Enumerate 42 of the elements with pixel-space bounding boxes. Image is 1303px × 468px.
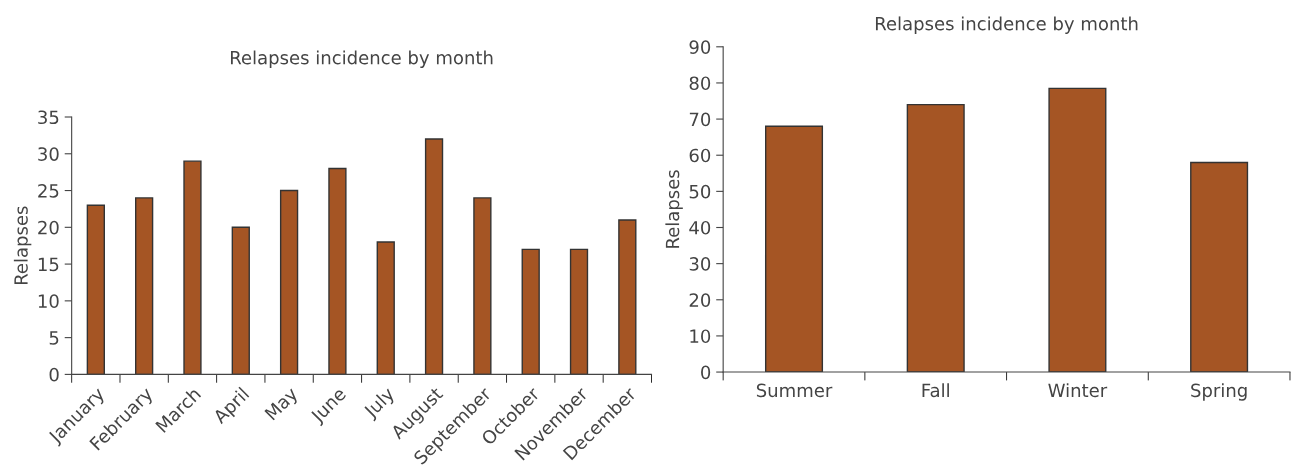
bar: [1048, 87, 1107, 373]
y-tick-label: 30: [38, 147, 59, 161]
bar: [569, 248, 589, 375]
bar: [618, 219, 637, 375]
y-tick-label: 40: [689, 220, 711, 235]
bar: [521, 248, 540, 375]
y-tick-label: 60: [689, 148, 711, 163]
bar: [473, 197, 492, 375]
x-tick-label: Summer: [756, 383, 833, 398]
y-axis-title: Relapses: [665, 170, 683, 248]
bar: [424, 138, 444, 375]
bar: [1190, 161, 1249, 373]
bar: [183, 160, 202, 375]
bar: [376, 241, 395, 375]
y-tick-label: 70: [689, 112, 711, 127]
y-tick-label: 35: [38, 110, 59, 125]
y-tick-label: 5: [49, 331, 59, 345]
y-tick-label: 50: [689, 184, 711, 199]
bar: [328, 167, 347, 375]
bar: [279, 189, 299, 375]
bar: [134, 197, 154, 375]
y-tick-label: 10: [38, 294, 59, 308]
y-tick-label: 20: [38, 220, 59, 235]
y-tick-label: 15: [38, 257, 59, 272]
bar: [906, 103, 965, 373]
y-tick-label: 0: [49, 367, 59, 382]
bar: [764, 125, 824, 373]
y-tick-label: 0: [701, 365, 711, 380]
y-tick-label: 90: [689, 40, 711, 54]
y-tick-label: 10: [690, 329, 711, 344]
x-tick-label: Spring: [1191, 383, 1247, 401]
y-tick-label: 80: [689, 76, 711, 91]
y-tick-label: 20: [689, 293, 711, 307]
bar: [86, 204, 105, 375]
chart-title: Relapses incidence by month: [875, 16, 1138, 34]
y-tick-label: 30: [689, 257, 711, 271]
y-axis-title: Relapses: [13, 206, 32, 285]
y-tick-label: 25: [38, 184, 59, 198]
x-tick-label: Winter: [1048, 383, 1108, 398]
x-tick-label: Fall: [922, 383, 949, 398]
bar: [231, 226, 250, 375]
chart-title: Relapses incidence by month: [230, 50, 493, 68]
